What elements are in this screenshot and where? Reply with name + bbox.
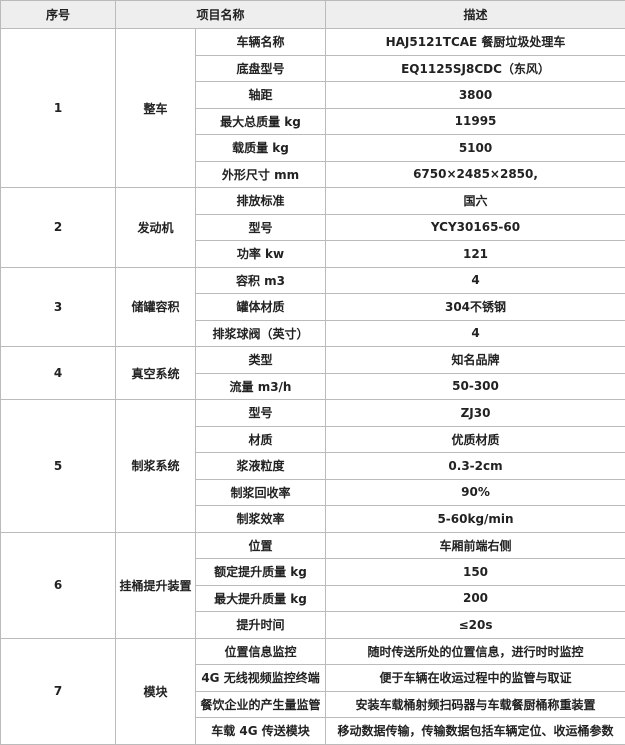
item-value: 5-60kg/min [326, 506, 625, 533]
item-value: 安装车载桶射频扫码器与车载餐厨桶称重装置 [326, 691, 625, 718]
group-name: 模块 [116, 638, 196, 744]
item-value: HAJ5121TCAE 餐厨垃圾处理车 [326, 29, 625, 56]
item-value: 0.3-2cm [326, 453, 625, 480]
item-label: 类型 [196, 347, 326, 374]
item-label: 容积 m3 [196, 267, 326, 294]
header-cell: 项目名称 [116, 1, 326, 29]
item-value: 5100 [326, 135, 625, 162]
item-label: 型号 [196, 400, 326, 427]
group-name: 挂桶提升装置 [116, 532, 196, 638]
item-label: 外形尺寸 mm [196, 161, 326, 188]
item-value: 随时传送所处的位置信息，进行时时监控 [326, 638, 625, 665]
item-label: 流量 m3/h [196, 373, 326, 400]
group-name: 真空系统 [116, 347, 196, 400]
item-value: 国六 [326, 188, 625, 215]
group-number: 2 [1, 188, 116, 268]
item-value: ≤20s [326, 612, 625, 639]
item-value: 移动数据传输，传输数据包括车辆定位、收运桶参数 [326, 718, 625, 745]
item-value: 知名品牌 [326, 347, 625, 374]
item-label: 底盘型号 [196, 55, 326, 82]
group-name: 制浆系统 [116, 400, 196, 533]
item-value: 150 [326, 559, 625, 586]
item-label: 位置信息监控 [196, 638, 326, 665]
item-label: 制浆回收率 [196, 479, 326, 506]
item-label: 材质 [196, 426, 326, 453]
item-value: 11995 [326, 108, 625, 135]
item-value: 121 [326, 241, 625, 268]
item-value: 车厢前端右侧 [326, 532, 625, 559]
item-label: 制浆效率 [196, 506, 326, 533]
item-label: 最大总质量 kg [196, 108, 326, 135]
item-value: 4 [326, 267, 625, 294]
header-cell: 序号 [1, 1, 116, 29]
item-label: 功率 kw [196, 241, 326, 268]
group-number: 5 [1, 400, 116, 533]
item-value: EQ1125SJ8CDC（东风） [326, 55, 625, 82]
item-value: 50-300 [326, 373, 625, 400]
item-value: 优质材质 [326, 426, 625, 453]
item-value: 90% [326, 479, 625, 506]
item-value: 6750×2485×2850, [326, 161, 625, 188]
item-value: 3800 [326, 82, 625, 109]
group-number: 6 [1, 532, 116, 638]
item-label: 载质量 kg [196, 135, 326, 162]
item-value: 200 [326, 585, 625, 612]
group-number: 4 [1, 347, 116, 400]
item-label: 轴距 [196, 82, 326, 109]
header-cell: 描述 [326, 1, 625, 29]
item-label: 排放标准 [196, 188, 326, 215]
item-label: 罐体材质 [196, 294, 326, 321]
item-label: 型号 [196, 214, 326, 241]
item-label: 最大提升质量 kg [196, 585, 326, 612]
item-label: 浆液粒度 [196, 453, 326, 480]
group-name: 储罐容积 [116, 267, 196, 347]
item-label: 排浆球阀（英寸） [196, 320, 326, 347]
group-number: 3 [1, 267, 116, 347]
item-label: 额定提升质量 kg [196, 559, 326, 586]
group-name: 整车 [116, 29, 196, 188]
header-row: 序号 项目名称 描述 [1, 1, 625, 29]
group-number: 1 [1, 29, 116, 188]
item-value: 304不锈钢 [326, 294, 625, 321]
item-value: 4 [326, 320, 625, 347]
item-label: 餐饮企业的产生量监管 [196, 691, 326, 718]
item-label: 车载 4G 传送模块 [196, 718, 326, 745]
item-value: YCY30165-60 [326, 214, 625, 241]
item-label: 位置 [196, 532, 326, 559]
item-label: 提升时间 [196, 612, 326, 639]
item-label: 4G 无线视频监控终端 [196, 665, 326, 692]
item-value: ZJ30 [326, 400, 625, 427]
group-name: 发动机 [116, 188, 196, 268]
item-value: 便于车辆在收运过程中的监管与取证 [326, 665, 625, 692]
item-label: 车辆名称 [196, 29, 326, 56]
group-number: 7 [1, 638, 116, 744]
